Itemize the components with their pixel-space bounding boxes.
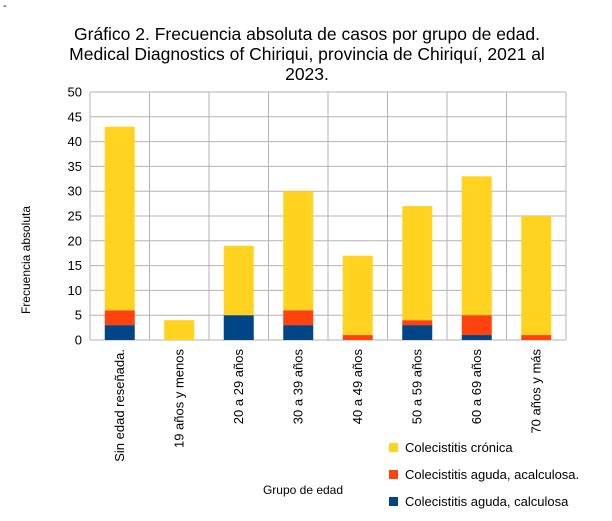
bar-segment [342,255,373,336]
page-mark: - [3,0,7,12]
chart-title-line: 2023. [285,64,329,84]
y-axis-ticks: 0 5 10 15 20 25 30 35 40 45 50 [68,85,82,348]
y-tick-label: 10 [68,283,82,298]
legend-swatch [389,497,398,506]
bar-segment [402,206,433,321]
legend-label: Colecistitis aguda, calculosa [405,494,569,509]
bar-segment [104,126,135,311]
y-tick-label: 5 [75,308,82,323]
x-category-label: 70 años y más [528,349,543,434]
bar-segment [164,320,195,340]
bar-segment [283,325,314,340]
bar-segment [283,310,314,326]
x-category-label: 20 a 29 años [231,349,246,425]
x-category-label: Sin edad reseñada. [112,349,127,462]
bar-segment [104,325,135,340]
bar-segment [521,335,552,340]
legend-swatch [389,443,398,452]
x-category-label: 30 a 39 años [290,349,305,425]
bar-segment [461,335,492,340]
bar-segment [402,325,433,340]
y-tick-label: 50 [68,85,82,100]
chart-title-line: Gráfico 2. Frecuencia absoluta de casos … [74,24,540,44]
y-tick-label: 40 [68,134,82,149]
bar-segment [104,310,135,326]
x-category-label: 50 a 59 años [409,349,424,425]
legend-swatch [389,470,398,479]
x-category-label: 19 años y menos [171,349,186,449]
gridlines [89,91,567,341]
bar-segment [223,315,254,340]
bars [104,126,552,340]
bar-segment [461,315,492,336]
y-tick-label: 30 [68,184,82,199]
y-tick-label: 25 [68,209,82,224]
bar-segment [402,320,433,326]
chart-title: Gráfico 2. Frecuencia absoluta de casos … [69,24,545,84]
bar-segment [223,245,254,316]
x-category-label: 60 a 69 años [469,349,484,425]
y-tick-label: 45 [68,109,82,124]
bar-segment [521,216,552,336]
bar-segment [461,176,492,316]
x-category-label: 40 a 49 años [350,349,365,425]
legend: Colecistitis crónica Colecistitis aguda, … [389,440,579,509]
bar-segment [342,335,373,340]
y-tick-label: 15 [68,258,82,273]
chart-title-line: Medical Diagnostics of Chiriqui, provinc… [69,44,545,64]
y-tick-label: 0 [75,333,82,348]
y-tick-label: 20 [68,233,82,248]
x-axis-categories: Sin edad reseñada. 19 años y menos 20 a 29… [112,349,544,462]
legend-label: Colecistitis aguda, acalculosa. [405,467,579,482]
x-axis-title: Grupo de edad [263,483,343,497]
y-tick-label: 35 [68,159,82,174]
bar-segment [283,191,314,311]
legend-label: Colecistitis crónica [405,440,513,455]
y-axis-title: Frecuencia absoluta [19,206,33,314]
